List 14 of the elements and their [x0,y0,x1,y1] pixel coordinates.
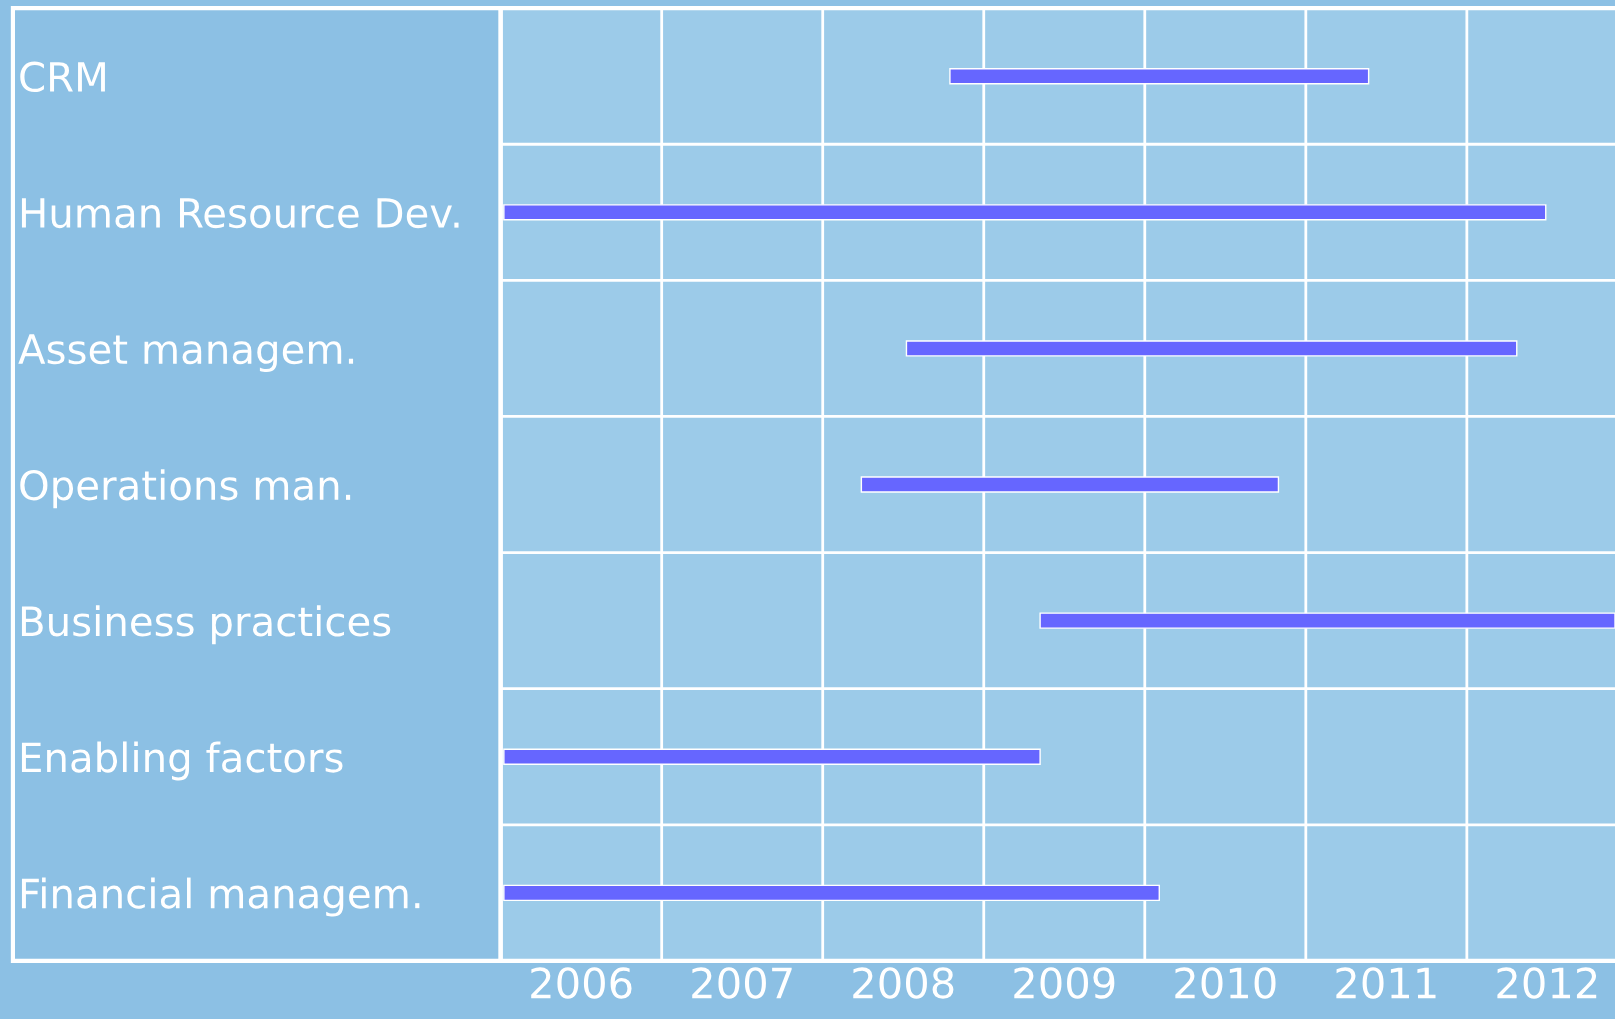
y-tick-label: CRM [20,61,105,93]
y-tick-label: Financial managem. [21,877,420,917]
y-tick-label: Operations man. [20,469,351,509]
x-tick-label: 2006 [531,967,632,999]
x-tick-label: 2007 [692,967,792,999]
y-tick-label: Human Resource Dev. [21,198,459,229]
x-tick-label: 2009 [1014,967,1115,999]
x-tick-label: 2011 [1336,967,1436,999]
y-tick-label: Asset managem. [18,334,354,373]
y-tick-label: Enabling factors [21,741,343,781]
x-tick-label: 2012 [1497,967,1597,999]
x-tick-label: 2008 [853,967,954,999]
y-tick-label: Business practices [21,605,391,645]
x-tick-label: 2010 [1175,967,1276,999]
